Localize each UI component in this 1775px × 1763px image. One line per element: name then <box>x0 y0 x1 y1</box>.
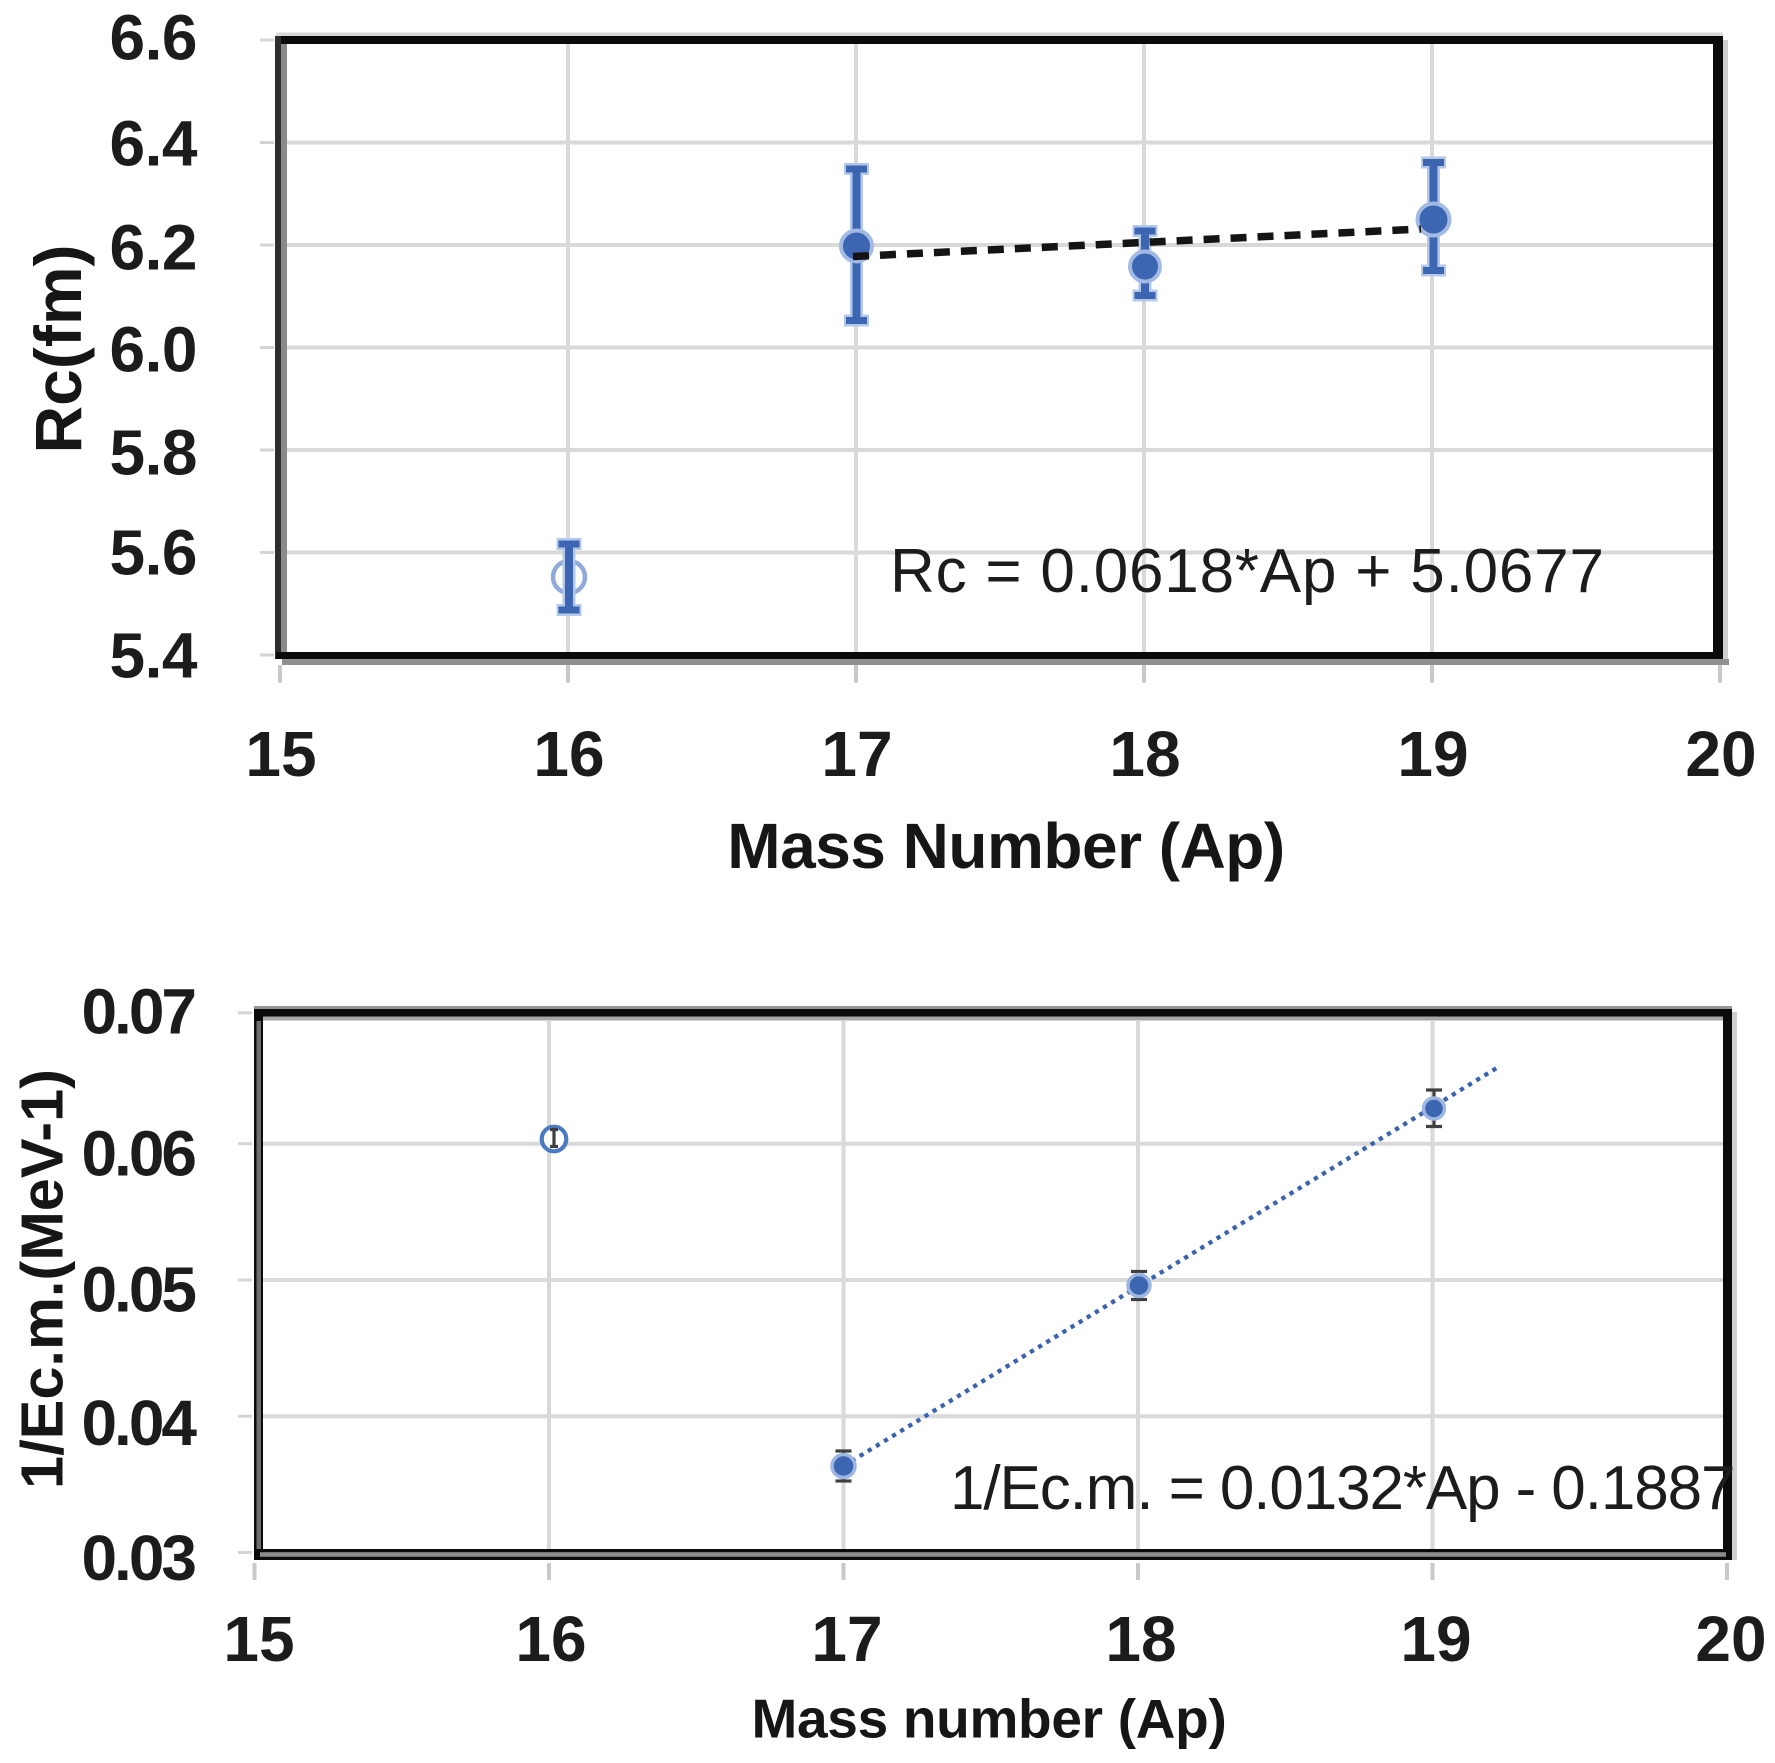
svg-text:0.06: 0.06 <box>81 1118 195 1190</box>
svg-text:6.0: 6.0 <box>110 314 197 386</box>
svg-text:0.04: 0.04 <box>81 1387 197 1459</box>
svg-text:1/Ec.m.(MeV-1): 1/Ec.m.(MeV-1) <box>9 1069 76 1489</box>
svg-text:16: 16 <box>515 1603 586 1675</box>
svg-text:18: 18 <box>1105 1603 1176 1675</box>
svg-text:5.8: 5.8 <box>110 417 197 489</box>
svg-text:18: 18 <box>1109 718 1180 790</box>
svg-text:17: 17 <box>811 1603 882 1675</box>
svg-text:19: 19 <box>1397 718 1468 790</box>
svg-text:1/Ec.m. = 0.0132*Ap - 0.1887: 1/Ec.m. = 0.0132*Ap - 0.1887 <box>950 1454 1734 1523</box>
svg-text:Mass number (Ap): Mass number (Ap) <box>752 1688 1227 1750</box>
svg-text:Rc(fm): Rc(fm) <box>21 245 95 454</box>
svg-text:0.07: 0.07 <box>81 976 194 1048</box>
svg-text:Rc = 0.0618*Ap + 5.0677: Rc = 0.0618*Ap + 5.0677 <box>890 537 1605 606</box>
svg-text:15: 15 <box>223 1603 294 1675</box>
svg-text:6.2: 6.2 <box>110 212 197 284</box>
svg-text:0.05: 0.05 <box>81 1254 195 1326</box>
svg-text:5.6: 5.6 <box>110 517 197 589</box>
svg-text:20: 20 <box>1685 718 1756 790</box>
svg-text:Mass Number (Ap): Mass Number (Ap) <box>727 810 1284 882</box>
svg-text:6.6: 6.6 <box>110 2 197 74</box>
svg-text:6.4: 6.4 <box>110 108 198 180</box>
svg-text:15: 15 <box>245 718 316 790</box>
svg-text:20: 20 <box>1695 1603 1766 1675</box>
svg-text:19: 19 <box>1400 1603 1471 1675</box>
svg-text:16: 16 <box>533 718 604 790</box>
svg-text:17: 17 <box>821 718 892 790</box>
svg-text:0.03: 0.03 <box>81 1522 195 1594</box>
svg-text:5.4: 5.4 <box>110 620 198 692</box>
